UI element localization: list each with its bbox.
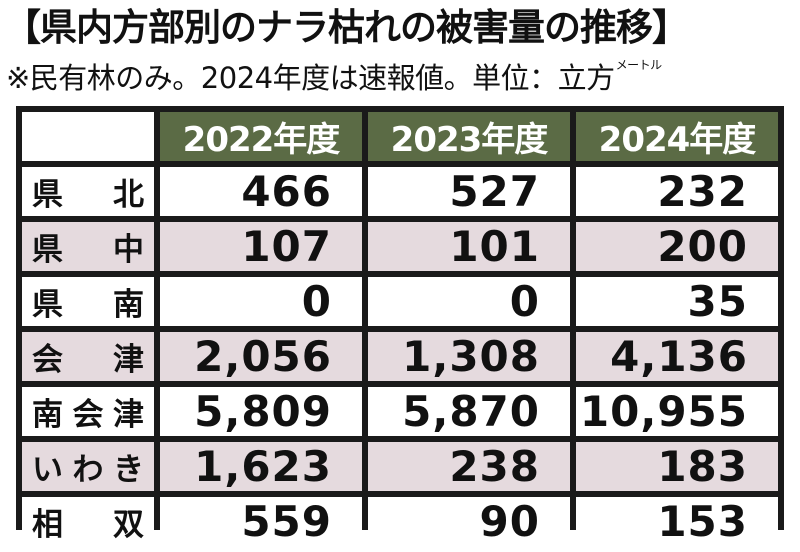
value-cell: 1,308 — [368, 332, 570, 381]
subtitle-text: ※民有林のみ。2024年度は速報値。単位：立方 — [6, 61, 615, 95]
value-cell: 527 — [368, 167, 570, 216]
year-header: 2024年度 — [576, 112, 778, 161]
value-cell: 1,623 — [160, 442, 362, 491]
table-row: 会津 2,056 1,308 4,136 — [22, 332, 778, 381]
value-cell: 35 — [576, 277, 778, 326]
value-cell: 232 — [576, 167, 778, 216]
value-cell: 5,870 — [368, 387, 570, 436]
value-cell: 0 — [368, 277, 570, 326]
table-row: 南会津 5,809 5,870 10,955 — [22, 387, 778, 436]
corner-cell — [22, 112, 154, 161]
table-row: 県南 0 0 35 — [22, 277, 778, 326]
value-cell: 5,809 — [160, 387, 362, 436]
value-cell: 2,056 — [160, 332, 362, 381]
value-cell: 559 — [160, 497, 362, 546]
value-cell: 238 — [368, 442, 570, 491]
chart-subtitle: ※民有林のみ。2024年度は速報値。単位：立方メートル — [6, 58, 796, 98]
damage-table-container: 2022年度 2023年度 2024年度 県北 466 527 232 県中 1… — [16, 106, 784, 546]
value-cell: 10,955 — [576, 387, 778, 436]
value-cell: 200 — [576, 222, 778, 271]
value-cell: 90 — [368, 497, 570, 546]
value-cell: 153 — [576, 497, 778, 546]
region-label: 県中 — [22, 222, 154, 271]
table-row: 県北 466 527 232 — [22, 167, 778, 216]
value-cell: 183 — [576, 442, 778, 491]
chart-title: 【県内方部別のナラ枯れの被害量の推移】 — [4, 6, 689, 49]
value-cell: 107 — [160, 222, 362, 271]
header-row: 2022年度 2023年度 2024年度 — [22, 112, 778, 161]
value-cell: 4,136 — [576, 332, 778, 381]
value-cell: 0 — [160, 277, 362, 326]
damage-table: 2022年度 2023年度 2024年度 県北 466 527 232 県中 1… — [16, 106, 784, 552]
year-header: 2023年度 — [368, 112, 570, 161]
region-label: いわき — [22, 442, 154, 491]
year-header: 2022年度 — [160, 112, 362, 161]
value-cell: 101 — [368, 222, 570, 271]
table-row: 相双 559 90 153 — [22, 497, 778, 546]
region-label: 県北 — [22, 167, 154, 216]
region-label: 会津 — [22, 332, 154, 381]
unit-suffix: メートル — [615, 58, 663, 72]
region-label: 南会津 — [22, 387, 154, 436]
table-row: 県中 107 101 200 — [22, 222, 778, 271]
table-row: いわき 1,623 238 183 — [22, 442, 778, 491]
value-cell: 466 — [160, 167, 362, 216]
region-label: 相双 — [22, 497, 154, 546]
region-label: 県南 — [22, 277, 154, 326]
